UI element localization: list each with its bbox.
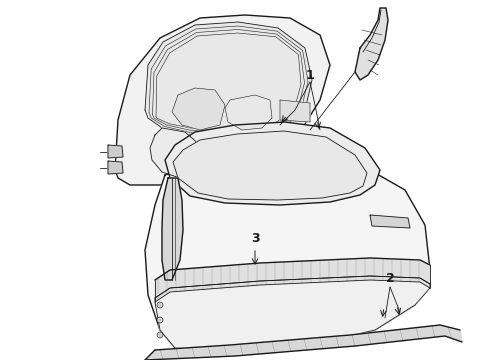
Circle shape: [157, 302, 163, 308]
Polygon shape: [280, 100, 310, 122]
Polygon shape: [370, 215, 410, 228]
Polygon shape: [172, 88, 225, 130]
Polygon shape: [115, 15, 330, 185]
Polygon shape: [355, 8, 388, 80]
Polygon shape: [150, 128, 210, 178]
Polygon shape: [145, 160, 430, 352]
Polygon shape: [108, 145, 123, 158]
Text: 1: 1: [306, 68, 315, 81]
Text: 2: 2: [386, 271, 394, 284]
Polygon shape: [108, 161, 123, 174]
Polygon shape: [212, 135, 278, 175]
Polygon shape: [162, 178, 183, 280]
Circle shape: [157, 317, 163, 323]
Text: 3: 3: [251, 231, 259, 244]
Polygon shape: [165, 122, 380, 205]
Polygon shape: [155, 276, 430, 352]
Circle shape: [157, 332, 163, 338]
Polygon shape: [173, 131, 367, 200]
Polygon shape: [225, 95, 272, 130]
Polygon shape: [145, 22, 312, 138]
Polygon shape: [145, 325, 462, 360]
Polygon shape: [155, 258, 430, 302]
